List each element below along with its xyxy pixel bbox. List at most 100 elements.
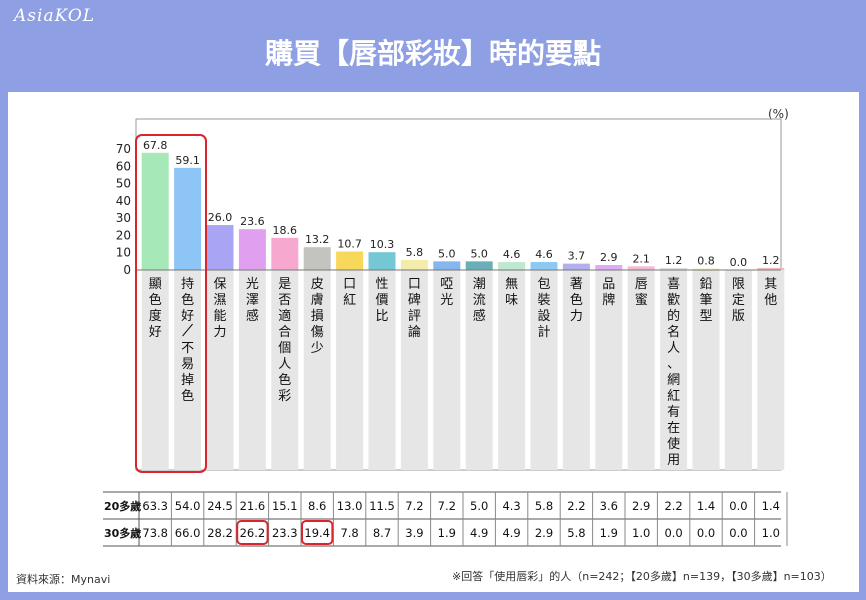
category-label-char: 在 bbox=[667, 421, 680, 436]
table-cell: 1.4 bbox=[762, 499, 780, 513]
table-cell: 0.0 bbox=[729, 499, 747, 513]
category-label-char: 否 bbox=[278, 293, 291, 308]
label-column-bg bbox=[724, 270, 752, 470]
label-column-bg bbox=[433, 270, 461, 470]
y-tick-label: 60 bbox=[116, 159, 131, 173]
category-label-char: 掉 bbox=[181, 373, 194, 388]
table-cell: 13.0 bbox=[337, 499, 363, 513]
label-column-bg bbox=[206, 270, 234, 470]
table-cell: 1.0 bbox=[762, 526, 780, 540]
category-label-char: 無 bbox=[505, 277, 518, 292]
category-label-char: 合 bbox=[278, 325, 291, 340]
bar bbox=[238, 229, 266, 270]
category-label-char: 光 bbox=[246, 277, 259, 292]
table-cell: 63.3 bbox=[142, 499, 168, 513]
category-label-char: 感 bbox=[246, 308, 259, 324]
category-label-char: 力 bbox=[570, 309, 583, 324]
label-column-bg bbox=[271, 270, 299, 470]
category-label-char: 計 bbox=[537, 324, 550, 340]
data-label: 10.7 bbox=[337, 238, 362, 251]
sample-note: ※回答「使用唇彩」的人（n=242；【20多歲】n=139，【30多歲】n=10… bbox=[452, 570, 832, 583]
table-cell: 1.0 bbox=[632, 526, 650, 540]
category-label-char: 價 bbox=[375, 293, 388, 308]
category-label-char: 使 bbox=[667, 436, 680, 452]
category-label-char: 不 bbox=[181, 341, 194, 356]
data-label: 23.6 bbox=[240, 215, 265, 228]
category-label-char: 膚 bbox=[311, 292, 324, 308]
y-tick-label: 10 bbox=[116, 246, 131, 260]
table-cell: 23.3 bbox=[272, 526, 298, 540]
table-cell: 73.8 bbox=[142, 526, 168, 540]
category-label-char: 易 bbox=[181, 357, 194, 372]
data-label: 5.8 bbox=[406, 246, 424, 259]
category-label-char: 傷 bbox=[311, 325, 324, 340]
data-label: 2.1 bbox=[632, 252, 650, 265]
category-label-char: 論 bbox=[408, 324, 421, 340]
category-label-char: 口 bbox=[343, 277, 356, 292]
bar bbox=[141, 152, 169, 270]
category-label-char: 他 bbox=[764, 293, 777, 308]
label-column-bg bbox=[303, 270, 331, 470]
data-label: 13.2 bbox=[305, 233, 330, 246]
bar bbox=[433, 261, 461, 270]
label-column-bg bbox=[400, 270, 428, 470]
table-cell: 1.9 bbox=[600, 526, 618, 540]
category-label-char: 有 bbox=[667, 405, 680, 420]
table-cell: 2.2 bbox=[664, 499, 682, 513]
table-cell: 11.5 bbox=[369, 499, 395, 513]
category-label-char: 色 bbox=[181, 292, 194, 308]
category-label-char: 碑 bbox=[408, 292, 421, 308]
category-label-char: 喜 bbox=[667, 277, 680, 292]
category-label-char: 用 bbox=[667, 453, 680, 468]
category-label-char: 澤 bbox=[246, 293, 259, 308]
category-label-char: 能 bbox=[213, 309, 226, 324]
category-label-char: 其 bbox=[764, 277, 777, 292]
category-label-char: 限 bbox=[732, 277, 745, 292]
table-cell: 26.2 bbox=[240, 526, 266, 540]
bar bbox=[174, 167, 202, 270]
source-note: 資料來源：Mynavi bbox=[16, 573, 111, 586]
category-label-char: 適 bbox=[278, 308, 291, 324]
category-label-char: 紅 bbox=[343, 293, 356, 308]
category-label-char: 歡 bbox=[667, 293, 680, 308]
bar bbox=[757, 267, 785, 270]
data-label: 0.8 bbox=[697, 255, 715, 268]
bar bbox=[271, 237, 299, 270]
category-label-char: 好 bbox=[149, 325, 162, 340]
table-cell: 8.7 bbox=[373, 526, 391, 540]
table-cell: 66.0 bbox=[175, 526, 201, 540]
data-label: 2.9 bbox=[600, 251, 618, 264]
category-label-char: 色 bbox=[149, 292, 162, 308]
category-label-char: 性 bbox=[375, 277, 388, 292]
data-label: 5.0 bbox=[470, 247, 488, 260]
category-label-char: 是 bbox=[278, 277, 291, 292]
table-cell: 4.9 bbox=[502, 526, 520, 540]
asiakol-logo: AsiaKOL bbox=[14, 6, 96, 26]
bar bbox=[465, 261, 493, 270]
label-column-bg bbox=[562, 270, 590, 470]
table-cell: 3.9 bbox=[405, 526, 423, 540]
bar bbox=[692, 268, 720, 270]
slash-mark bbox=[182, 323, 193, 337]
category-label-char: 唇 bbox=[635, 277, 648, 292]
bar bbox=[303, 247, 331, 270]
data-label: 18.6 bbox=[273, 224, 298, 237]
table-cell: 3.6 bbox=[600, 499, 618, 513]
category-label-char: 顯 bbox=[149, 277, 162, 292]
category-label-char: 著 bbox=[570, 277, 583, 292]
data-label: 5.0 bbox=[438, 247, 456, 260]
category-label-char: 感 bbox=[473, 308, 486, 324]
bar bbox=[530, 262, 558, 270]
bar bbox=[206, 225, 234, 270]
category-label-char: 少 bbox=[311, 341, 324, 356]
category-label-char: 好 bbox=[181, 309, 194, 324]
table-cell: 24.5 bbox=[207, 499, 233, 513]
data-label: 67.8 bbox=[143, 139, 168, 152]
table-cell: 19.4 bbox=[304, 526, 330, 540]
category-label-char: 牌 bbox=[602, 292, 615, 308]
category-label-char: 啞 bbox=[440, 277, 453, 292]
table-cell: 28.2 bbox=[207, 526, 233, 540]
category-label-char: 色 bbox=[278, 372, 291, 388]
category-label-char: 品 bbox=[602, 277, 615, 292]
category-label-char: 名 bbox=[667, 324, 680, 340]
